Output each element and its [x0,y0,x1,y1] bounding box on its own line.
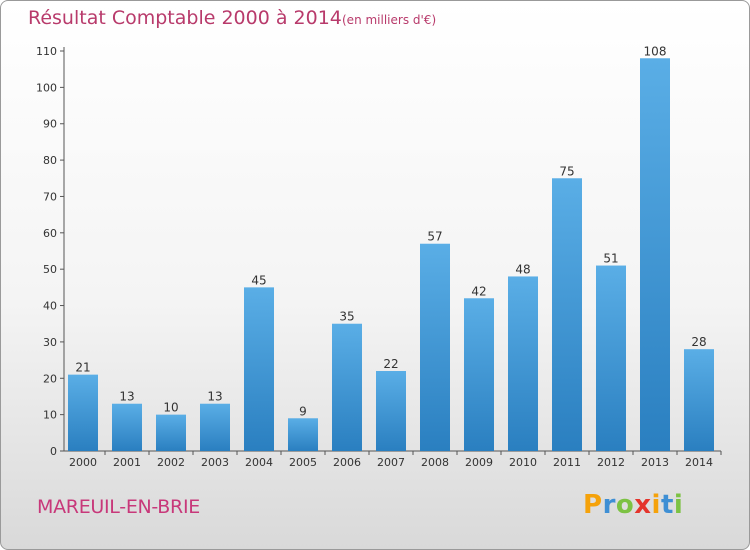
x-tick-label: 2007 [377,456,405,469]
x-tick-label: 2009 [465,456,493,469]
y-tick-label: 100 [36,81,57,94]
x-tick-label: 2000 [69,456,97,469]
data-label-2010: 48 [515,262,530,276]
chart-title: Résultat Comptable 2000 à 2014 [28,7,342,29]
logo-letter: o [615,490,635,520]
x-tick-label: 2014 [685,456,713,469]
bar-2003 [200,403,230,451]
y-tick-label: 20 [43,372,57,385]
bar-2007 [376,371,406,451]
bar-2008 [420,243,450,451]
data-label-2005: 9 [299,404,307,418]
data-label-2011: 75 [559,164,574,178]
data-label-2014: 28 [691,335,706,349]
x-tick-label: 2002 [157,456,185,469]
data-label-2004: 45 [251,273,266,287]
x-tick-label: 2011 [553,456,581,469]
bar-2009 [464,298,494,451]
bar-2000 [68,374,98,451]
data-label-2012: 51 [603,252,618,266]
x-tick-label: 2008 [421,456,449,469]
y-tick-label: 110 [36,45,57,58]
y-tick-label: 50 [43,263,57,276]
commune-name: MAREUIL-EN-BRIE [37,496,200,518]
x-tick-label: 2010 [509,456,537,469]
y-axis: 0 10 20 30 40 50 60 70 80 90 100 110 [36,45,65,458]
bar-2014 [684,349,714,451]
bar-2002 [156,414,186,451]
x-tick-label: 2001 [113,456,141,469]
x-tick-label: 2012 [597,456,625,469]
x-tick-label: 2004 [245,456,273,469]
data-label-2013: 108 [644,44,667,58]
proxiti-logo: Proxiti [583,490,683,520]
logo-letter: r [602,490,616,520]
x-axis: 2000 2001 2002 2003 2004 2005 2006 2007 2008 2009… [64,450,722,469]
y-tick-label: 30 [43,336,57,349]
x-tick-label: 2006 [333,456,361,469]
bars [68,58,714,452]
y-tick-label: 40 [43,300,57,313]
data-label-2003: 13 [207,390,222,404]
bar-2010 [508,276,538,451]
x-tick-label: 2005 [289,456,317,469]
logo-letter: t [660,490,674,520]
data-label-2009: 42 [471,284,486,298]
data-labels: 21 13 10 13 45 9 35 22 57 42 48 75 51 108 28 [75,44,706,418]
bar-2005 [288,418,318,451]
x-tick-label: 2003 [201,456,229,469]
y-tick-label: 70 [43,190,57,203]
data-label-2008: 57 [427,230,442,244]
bar-2004 [244,287,274,451]
bar-2001 [112,403,142,451]
y-tick-label: 0 [50,445,57,458]
data-label-2007: 22 [383,357,398,371]
bar-2011 [552,178,582,452]
bar-2013 [640,58,670,451]
y-tick-label: 80 [43,154,57,167]
bar-2012 [596,265,626,451]
data-label-2006: 35 [339,310,354,324]
logo-letter: x [634,490,652,520]
data-label-2001: 13 [119,390,134,404]
data-label-2002: 10 [163,401,178,415]
logo-letter: i [651,490,661,520]
data-label-2000: 21 [75,361,90,375]
logo-letter: P [583,490,603,520]
y-tick-label: 60 [43,227,57,240]
y-tick-label: 10 [43,409,57,422]
y-tick-label: 90 [43,118,57,131]
logo-letter: i [673,490,684,520]
bar-2006 [332,323,362,451]
x-tick-label: 2013 [641,456,669,469]
chart-subtitle: (en milliers d'€) [342,13,437,27]
